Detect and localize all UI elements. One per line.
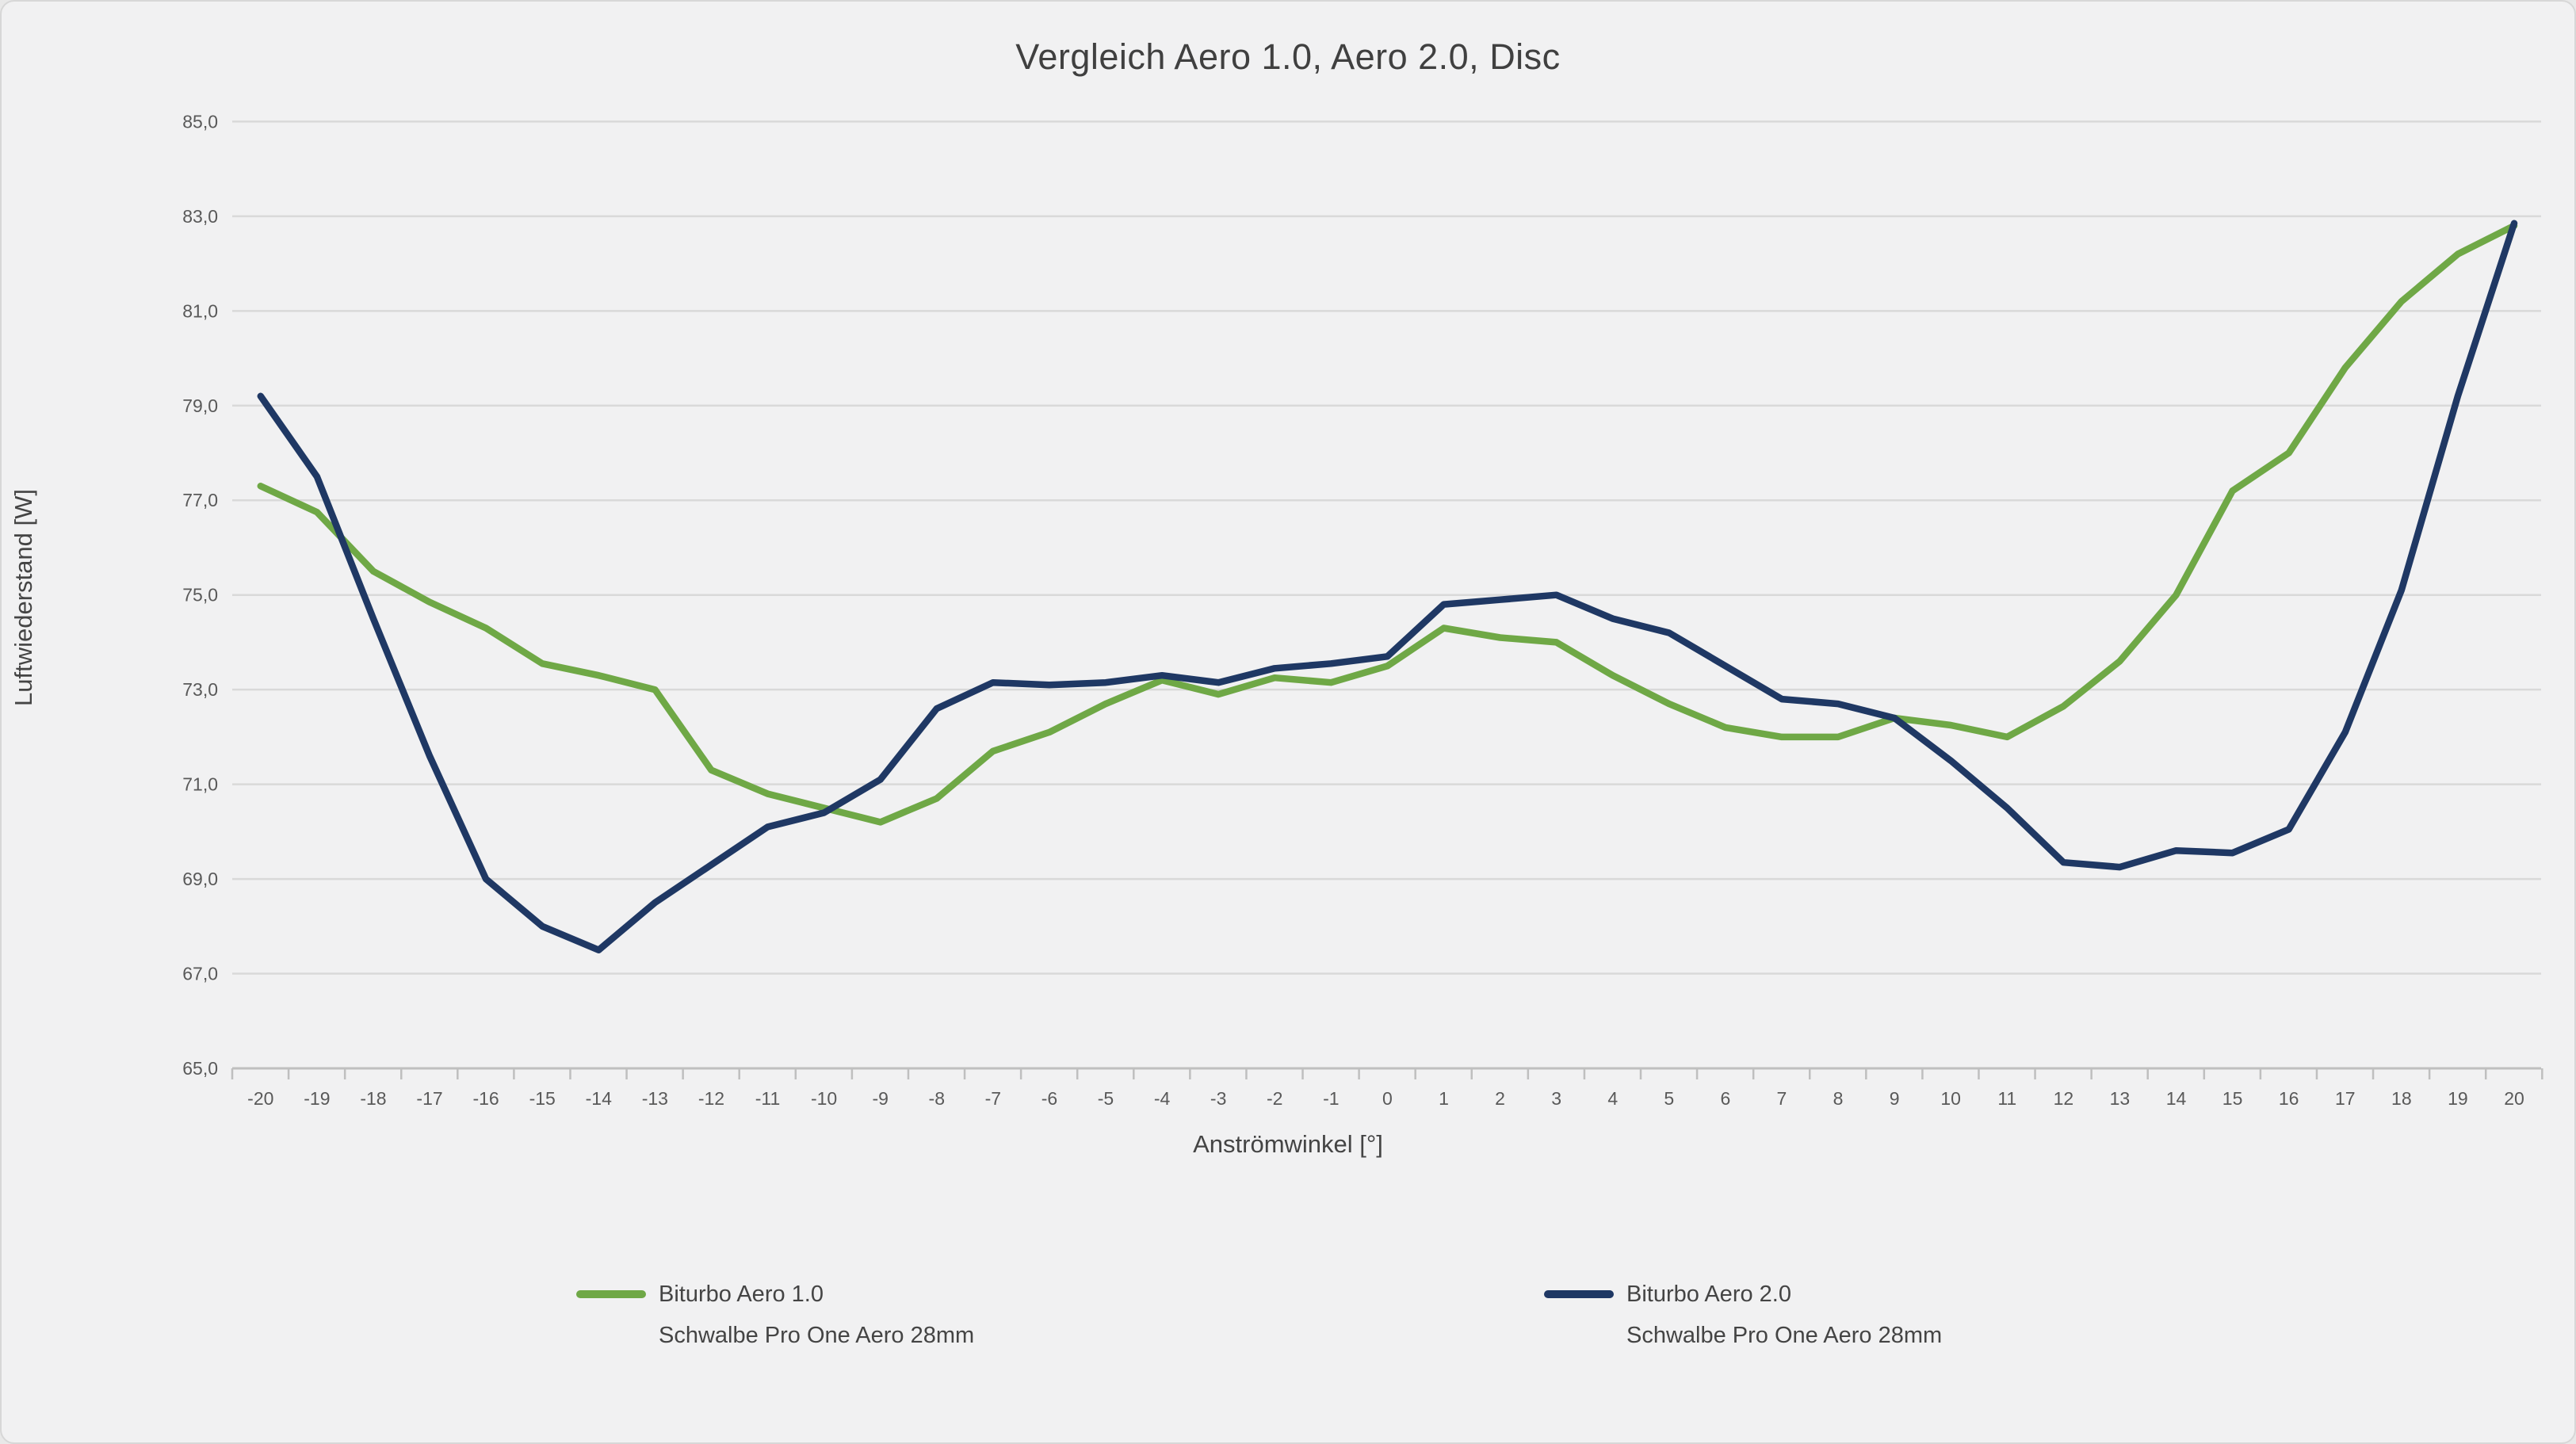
legend-label-aero1: Biturbo Aero 1.0 — [659, 1282, 824, 1307]
x-tick-label: -19 — [304, 1088, 330, 1109]
x-tick-label: -12 — [698, 1088, 724, 1109]
x-tick-label: -15 — [529, 1088, 556, 1109]
x-tick-label: -16 — [472, 1088, 499, 1109]
x-tick-label: 7 — [1777, 1088, 1787, 1109]
x-tick-label: 6 — [1720, 1088, 1730, 1109]
legend-sublabel-aero2: Schwalbe Pro One Aero 28mm — [1626, 1323, 1943, 1348]
chart-title: Vergleich Aero 1.0, Aero 2.0, Disc — [1015, 36, 1561, 77]
legend-swatch-aero1 — [576, 1290, 646, 1298]
x-tick-label: -1 — [1323, 1088, 1339, 1109]
y-tick-label: 67,0 — [182, 964, 218, 984]
series-line-aero1 — [257, 222, 2518, 826]
x-tick-label: 12 — [2054, 1088, 2074, 1109]
x-tick-label: -7 — [985, 1088, 1001, 1109]
y-tick-label: 79,0 — [182, 395, 218, 416]
y-tick-label: 81,0 — [182, 300, 218, 321]
x-tick-label: 9 — [1890, 1088, 1900, 1109]
y-axis-title: Luftwiederstand [W] — [10, 489, 37, 706]
y-tick-label: 83,0 — [182, 206, 218, 227]
x-tick-label: 20 — [2504, 1088, 2524, 1109]
x-tick-label: 10 — [1940, 1088, 1961, 1109]
y-tick-label: 73,0 — [182, 679, 218, 700]
x-tick-label: 13 — [2110, 1088, 2131, 1109]
x-tick-label: 8 — [1833, 1088, 1844, 1109]
x-tick-label: 5 — [1664, 1088, 1674, 1109]
x-tick-label: -3 — [1210, 1088, 1226, 1109]
x-tick-label: 3 — [1551, 1088, 1561, 1109]
x-tick-label: -14 — [586, 1088, 612, 1109]
x-tick-label: 15 — [2222, 1088, 2243, 1109]
x-tick-label: 0 — [1382, 1088, 1393, 1109]
y-tick-label: 65,0 — [182, 1058, 218, 1079]
x-tick-label: 19 — [2448, 1088, 2468, 1109]
x-tick-label: 18 — [2391, 1088, 2412, 1109]
legend-sublabel-aero1: Schwalbe Pro One Aero 28mm — [659, 1323, 975, 1348]
y-tick-label: 77,0 — [182, 490, 218, 510]
legend-swatch-aero2 — [1544, 1290, 1614, 1298]
x-tick-label: -13 — [642, 1088, 668, 1109]
x-tick-label: -8 — [929, 1088, 945, 1109]
x-tick-label: -4 — [1154, 1088, 1171, 1109]
y-tick-label: 75,0 — [182, 585, 218, 605]
series-line-aero2 — [257, 220, 2518, 953]
x-tick-label: -11 — [755, 1088, 781, 1109]
x-tick-label: 1 — [1439, 1088, 1449, 1109]
x-tick-label: 11 — [1997, 1088, 2016, 1109]
x-tick-label: -2 — [1267, 1088, 1282, 1109]
x-tick-label: -20 — [247, 1088, 273, 1109]
legend: Biturbo Aero 1.0 Schwalbe Pro One Aero 2… — [2, 1279, 2574, 1382]
x-tick-label: -5 — [1098, 1088, 1114, 1109]
x-tick-label: -10 — [811, 1088, 837, 1109]
x-tick-label: 16 — [2279, 1088, 2299, 1109]
y-tick-label: 69,0 — [182, 869, 218, 889]
legend-label-aero2: Biturbo Aero 2.0 — [1626, 1282, 1791, 1307]
x-tick-label: 14 — [2166, 1088, 2187, 1109]
x-tick-label: -6 — [1041, 1088, 1057, 1109]
x-axis-title: Anströmwinkel [°] — [1193, 1130, 1383, 1158]
x-tick-label: -17 — [416, 1088, 442, 1109]
x-tick-label: 4 — [1607, 1088, 1618, 1109]
x-tick-label: 2 — [1495, 1088, 1505, 1109]
x-tick-label: 17 — [2335, 1088, 2356, 1109]
x-tick-label: -9 — [872, 1088, 888, 1109]
x-tick-label: -18 — [360, 1088, 386, 1109]
y-tick-label: 71,0 — [182, 774, 218, 795]
y-tick-label: 85,0 — [182, 111, 218, 132]
